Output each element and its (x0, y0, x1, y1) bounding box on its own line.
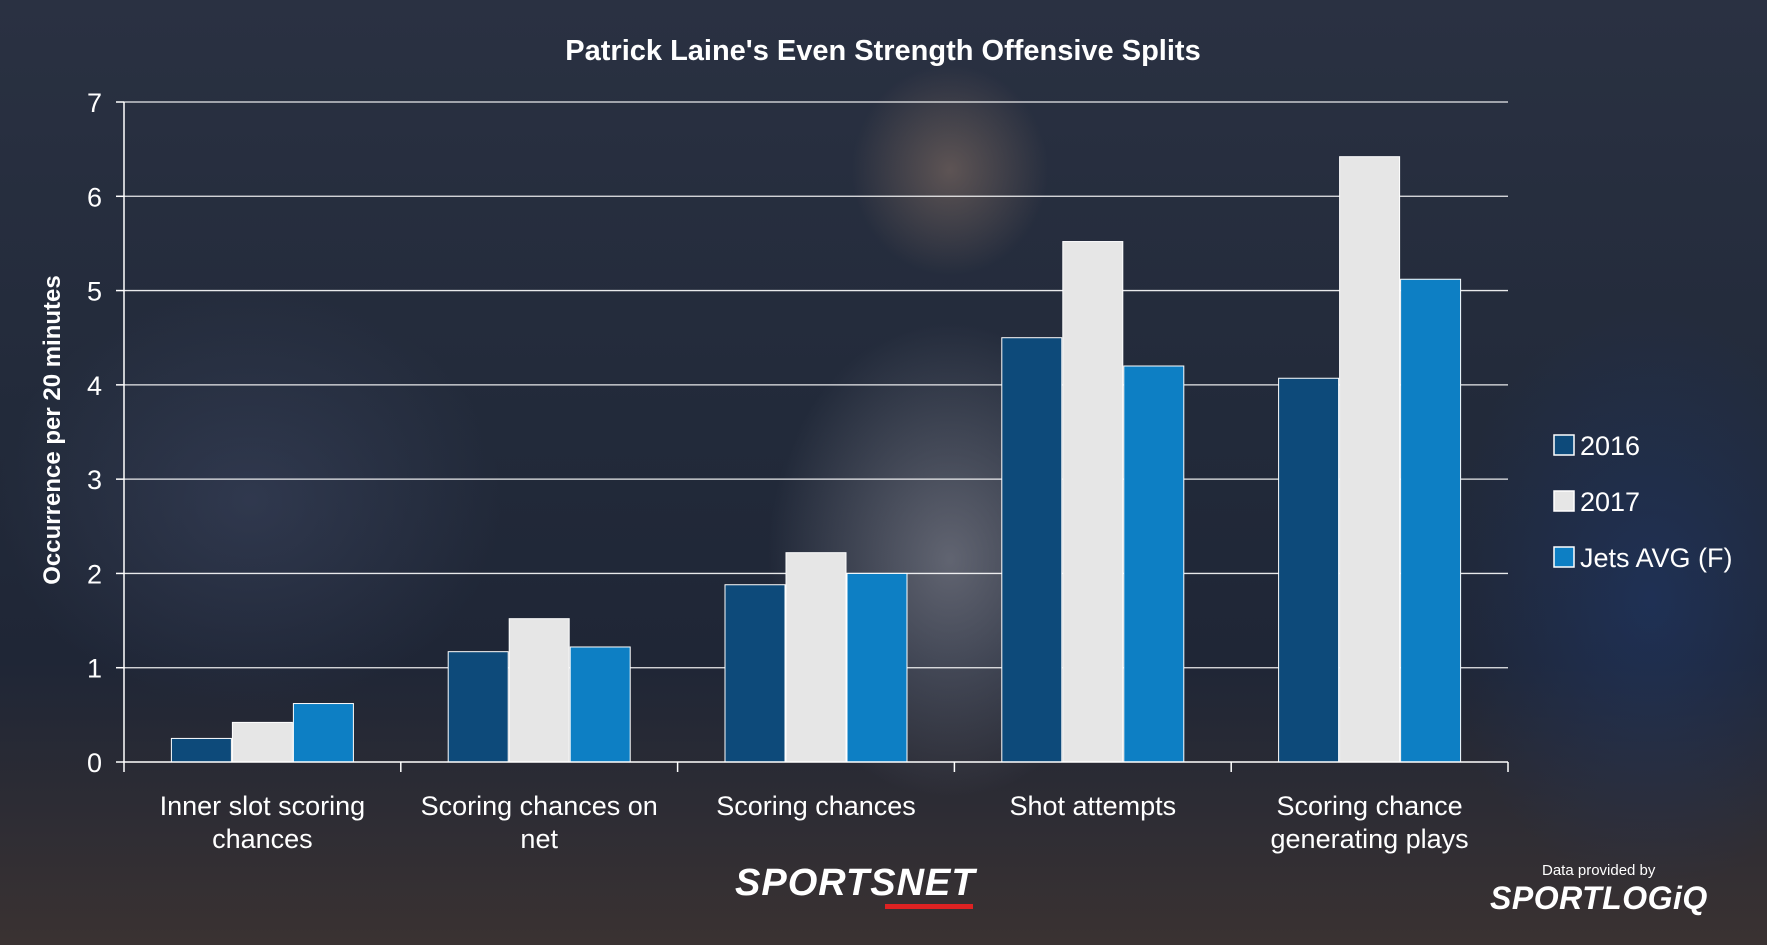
legend-swatch (1553, 434, 1575, 456)
y-tick-label: 2 (87, 559, 102, 589)
bar-jets-avg-f (1123, 365, 1185, 763)
bar-2016 (447, 651, 509, 763)
sportsnet-logo: SPORTSNET (735, 862, 976, 909)
bar-2017 (1062, 241, 1124, 763)
y-tick-labels: 0 1 2 3 4 5 6 7 (87, 88, 102, 778)
bar-2016 (170, 737, 232, 763)
legend-label: Jets AVG (F) (1580, 543, 1733, 573)
y-tick-label: 0 (87, 748, 102, 778)
bar-jets-avg-f (1400, 278, 1462, 763)
bar-2017 (231, 721, 293, 763)
legend-label: 2016 (1580, 431, 1640, 461)
x-tick-label: Scoring chances (716, 791, 916, 821)
x-tick-label: Inner slot scoring chances (160, 791, 366, 854)
x-tick-label: Shot attempts (1010, 791, 1177, 821)
y-tick-label: 6 (87, 182, 102, 212)
bar-jets-avg-f (292, 703, 354, 763)
bar-2016 (724, 584, 786, 763)
bar-2017 (508, 618, 570, 763)
bar-2016 (1278, 377, 1340, 763)
bar-2017 (1339, 156, 1401, 763)
y-tick-label: 3 (87, 465, 102, 495)
x-tick-label: Scoring chances on net (421, 791, 658, 854)
axes (116, 101, 1509, 772)
legend-label: 2017 (1580, 487, 1640, 517)
y-tick-label: 1 (87, 654, 102, 684)
sportlogiq-logo: SPORTLOGiQ (1490, 880, 1708, 916)
x-tick-labels: Inner slot scoring chances Scoring chances… (160, 791, 1469, 854)
y-axis-label: Occurrence per 20 minutes (39, 275, 66, 584)
y-tick-label: 4 (87, 371, 102, 401)
data-provided-label: Data provided by (1542, 862, 1656, 879)
bar-2017 (785, 552, 847, 763)
bar-2016 (1001, 337, 1063, 763)
sportsnet-logo-underline (885, 904, 973, 909)
bar-jets-avg-f (846, 572, 908, 763)
x-tick-label: Scoring chance generating plays (1271, 791, 1469, 854)
sportsnet-logo-text: SPORTSNET (735, 862, 976, 904)
bar-jets-avg-f (569, 646, 631, 763)
bars (170, 156, 1462, 763)
legend: 2016 2017 Jets AVG (F) (1553, 431, 1733, 573)
y-tick-label: 7 (87, 88, 102, 118)
y-tick-label: 5 (87, 277, 102, 307)
legend-swatch (1553, 546, 1575, 568)
legend-swatch (1553, 490, 1575, 512)
chart-title: Patrick Laine's Even Strength Offensive … (565, 35, 1200, 67)
